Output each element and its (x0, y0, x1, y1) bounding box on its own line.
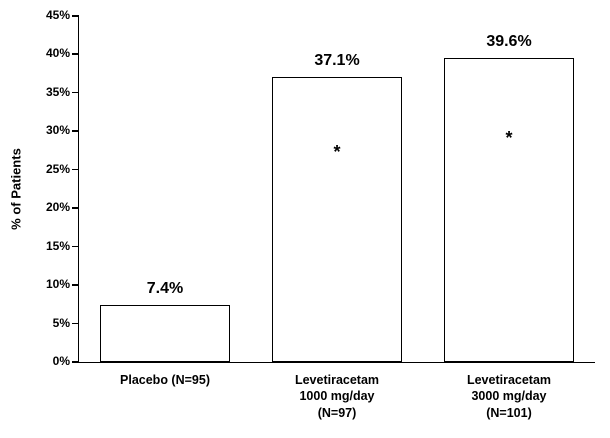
y-tick-label: 30% (45, 123, 70, 138)
y-tick-mark (72, 168, 79, 171)
y-tick-mark (72, 322, 79, 325)
y-tick-mark (72, 207, 79, 209)
bar (272, 76, 402, 362)
y-tick-mark (72, 361, 79, 363)
y-tick-label: 25% (45, 161, 70, 176)
y-tick-mark (72, 130, 79, 132)
plot-area: 0% 5% 10% 15% 20% 25% 30% 35% 40% 45% 7.4% Placebo … (46, 8, 595, 420)
x-axis-category-label: Levetiracetam 3000 mg/day (N=101) (466, 373, 552, 420)
y-tick-label: 40% (45, 46, 70, 61)
bar-value-label: 7.4% (146, 280, 184, 298)
y-tick-mark (72, 245, 79, 248)
bar (444, 57, 574, 362)
y-tick-mark (72, 284, 79, 286)
y-tick-mark (72, 53, 79, 55)
y-axis-title: % of Patients (8, 148, 24, 230)
y-tick-label: 45% (45, 8, 70, 22)
x-axis-category-label: Placebo (N=95) (120, 373, 210, 387)
significance-asterisk: * (333, 142, 341, 163)
bar-value-label: 39.6% (486, 32, 532, 50)
bar (100, 305, 230, 362)
y-tick-label: 15% (45, 238, 70, 253)
y-tick-label: 35% (45, 84, 70, 99)
y-tick-label: 10% (45, 277, 70, 292)
y-tick-mark (72, 91, 79, 94)
significance-asterisk: * (505, 127, 513, 148)
y-tick-label: 0% (52, 354, 70, 368)
y-tick-mark (72, 15, 79, 17)
y-tick-label: 20% (45, 200, 70, 215)
x-axis-category-label: Levetiracetam 1000 mg/day (N=97) (294, 373, 380, 420)
bar-value-label: 37.1% (314, 51, 360, 69)
y-tick-label: 5% (52, 315, 70, 330)
